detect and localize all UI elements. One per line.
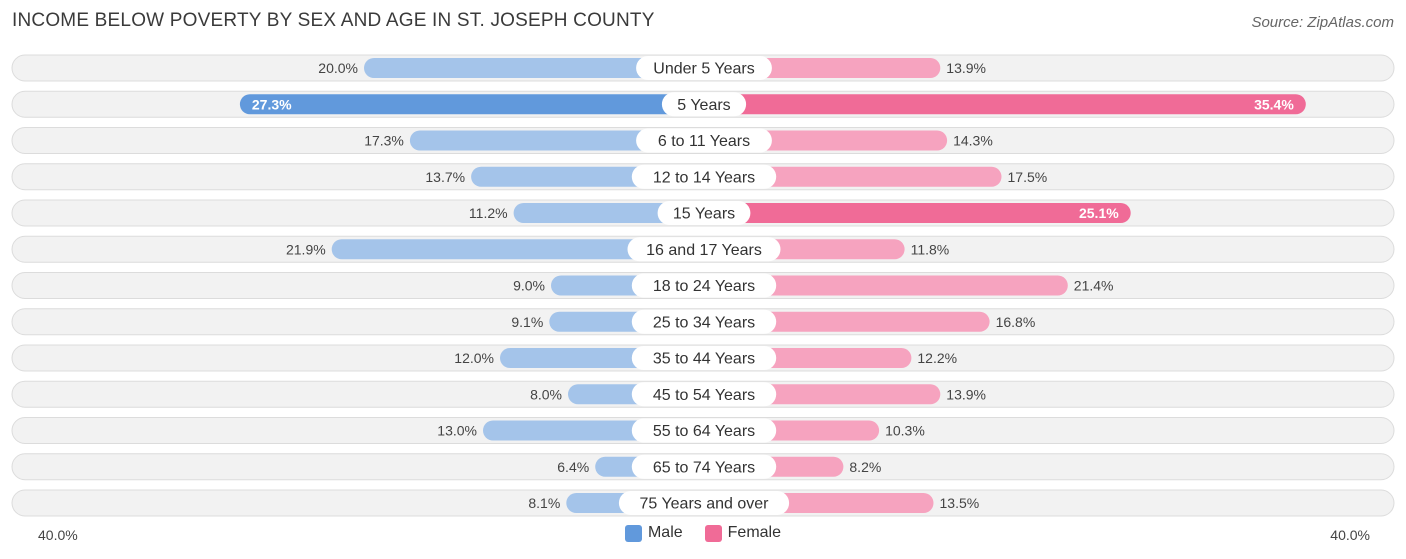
label-male-65-to-74-years: 6.4% xyxy=(557,459,589,475)
label-female-6-to-11-years: 14.3% xyxy=(953,133,993,149)
label-female-75-years-and-over: 13.5% xyxy=(940,495,980,511)
category-pill-18-to-24-years xyxy=(631,273,777,298)
label-female-5-years: 35.4% xyxy=(1254,96,1294,112)
bar-female-12-to-14-years xyxy=(704,166,1002,187)
legend: Male Female xyxy=(0,524,1406,542)
label-female-12-to-14-years: 17.5% xyxy=(1008,169,1048,185)
chart-area: 20.0% 13.9% Under 5 Years 27.3% 35.4% 5 Years… xyxy=(11,54,1395,517)
legend-item-female: Female xyxy=(704,524,782,542)
category-label-75-years-and-over: 75 Years and over xyxy=(640,496,770,513)
label-male-25-to-34-years: 9.1% xyxy=(511,314,543,330)
bar-female-25-to-34-years xyxy=(704,311,990,332)
category-pill-25-to-34-years xyxy=(631,309,777,334)
legend-label-female: Female xyxy=(727,524,782,541)
category-pill-16-and-17-years xyxy=(627,237,781,262)
label-female-65-to-74-years: 8.2% xyxy=(849,459,881,475)
label-female-under-5-years: 13.9% xyxy=(946,60,986,76)
label-male-45-to-54-years: 8.0% xyxy=(530,386,562,402)
category-pill-12-to-14-years xyxy=(631,164,777,189)
legend-item-male: Male xyxy=(624,524,683,542)
category-pill-under-5-years xyxy=(636,56,772,80)
legend-swatch-male xyxy=(624,524,642,542)
source-label: Source: ZipAtlas.com xyxy=(1251,14,1394,31)
bar-female-15-years xyxy=(704,203,1131,223)
category-pill-5-years xyxy=(661,92,747,117)
category-label-5-years: 5 Years xyxy=(677,97,730,114)
category-pill-35-to-44-years xyxy=(631,346,777,370)
label-male-35-to-44-years: 12.0% xyxy=(454,350,494,366)
label-female-18-to-24-years: 21.4% xyxy=(1074,278,1114,294)
label-female-25-to-34-years: 16.8% xyxy=(996,314,1036,330)
label-male-55-to-64-years: 13.0% xyxy=(437,423,477,439)
category-label-under-5-years: Under 5 Years xyxy=(653,61,754,78)
category-label-65-to-74-years: 65 to 74 Years xyxy=(653,459,755,476)
category-pill-65-to-74-years xyxy=(631,454,777,479)
label-male-5-years: 27.3% xyxy=(252,96,292,112)
bar-male-under-5-years xyxy=(364,58,704,78)
axis-right-label: 40.0% xyxy=(1330,527,1370,543)
category-label-25-to-34-years: 25 to 34 Years xyxy=(653,314,755,331)
category-label-6-to-11-years: 6 to 11 Years xyxy=(658,133,750,150)
category-label-55-to-64-years: 55 to 64 Years xyxy=(653,423,755,440)
bar-female-18-to-24-years xyxy=(704,275,1068,296)
label-male-16-and-17-years: 21.9% xyxy=(286,241,326,257)
category-label-35-to-44-years: 35 to 44 Years xyxy=(653,351,755,368)
category-label-16-and-17-years: 16 and 17 Years xyxy=(646,242,762,259)
label-female-55-to-64-years: 10.3% xyxy=(885,423,925,439)
bar-female-5-years xyxy=(704,94,1306,115)
bar-male-5-years xyxy=(239,94,704,115)
category-label-45-to-54-years: 45 to 54 Years xyxy=(653,387,755,404)
category-label-18-to-24-years: 18 to 24 Years xyxy=(653,278,755,295)
category-pill-75-years-and-over xyxy=(618,491,790,515)
category-pill-45-to-54-years xyxy=(631,382,777,407)
bar-male-15-years xyxy=(513,203,704,223)
category-pill-6-to-11-years xyxy=(636,128,772,153)
bar-male-16-and-17-years xyxy=(331,239,704,260)
label-male-15-years: 11.2% xyxy=(469,205,508,221)
label-male-12-to-14-years: 13.7% xyxy=(425,169,465,185)
chart-title: INCOME BELOW POVERTY BY SEX AND AGE IN S… xyxy=(12,10,655,31)
label-male-under-5-years: 20.0% xyxy=(318,60,358,76)
axis-left-label: 40.0% xyxy=(38,527,78,543)
label-male-75-years-and-over: 8.1% xyxy=(528,495,560,511)
legend-label-male: Male xyxy=(647,524,683,541)
category-label-12-to-14-years: 12 to 14 Years xyxy=(653,169,755,186)
label-female-45-to-54-years: 13.9% xyxy=(946,386,986,402)
label-male-6-to-11-years: 17.3% xyxy=(364,133,404,149)
label-female-35-to-44-years: 12.2% xyxy=(917,350,957,366)
label-female-16-and-17-years: 11.8% xyxy=(911,241,950,257)
category-label-15-years: 15 Years xyxy=(673,206,735,223)
category-pill-55-to-64-years xyxy=(631,418,777,443)
label-female-15-years: 25.1% xyxy=(1079,205,1119,221)
legend-swatch-female xyxy=(704,524,722,542)
category-pill-15-years xyxy=(657,201,751,225)
bar-male-6-to-11-years xyxy=(409,130,704,151)
label-male-18-to-24-years: 9.0% xyxy=(513,278,545,294)
